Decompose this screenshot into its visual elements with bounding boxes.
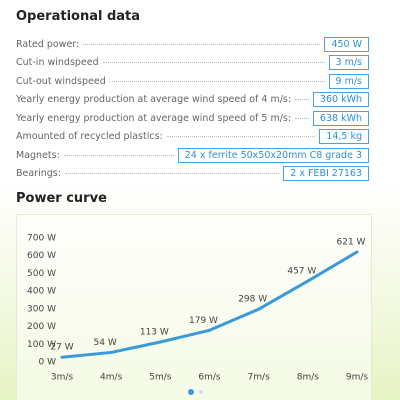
row-value: 450 W bbox=[324, 36, 369, 52]
row-label: Yearly energy production at average wind… bbox=[16, 93, 292, 105]
row-value: 2 x FEBI 27163 bbox=[283, 165, 369, 181]
data-label: 179 W bbox=[189, 316, 218, 326]
chart-panel bbox=[16, 214, 372, 400]
leader-dots bbox=[166, 135, 316, 137]
data-row: Amounted of recycled plastics: 14,5 kg bbox=[16, 128, 369, 144]
data-point bbox=[158, 340, 162, 344]
leader-dots bbox=[102, 61, 325, 63]
row-label: Cut-in windspeed bbox=[16, 56, 99, 68]
row-label: Bearings: bbox=[16, 167, 61, 179]
row-value: 9 m/s bbox=[328, 73, 369, 89]
data-point bbox=[109, 350, 113, 354]
section-title: Power curve bbox=[16, 191, 107, 206]
y-tick-label: 100 W bbox=[27, 340, 56, 350]
row-value: 14,5 kg bbox=[319, 128, 369, 144]
x-tick-label: 7m/s bbox=[248, 373, 271, 383]
leader-dots bbox=[63, 154, 174, 156]
data-point bbox=[306, 279, 310, 283]
leader-dots bbox=[295, 117, 309, 119]
leader-dots bbox=[109, 80, 325, 82]
y-tick-label: 700 W bbox=[27, 234, 56, 244]
row-label: Yearly energy production at average wind… bbox=[16, 112, 292, 124]
data-row: Cut-out windspeed 9 m/s bbox=[16, 73, 369, 89]
x-tick-label: 6m/s bbox=[198, 373, 221, 383]
row-value: 3 m/s bbox=[328, 54, 369, 70]
y-tick-label: 300 W bbox=[27, 304, 56, 314]
leader-dots bbox=[64, 172, 280, 174]
row-value: 638 kWh bbox=[312, 110, 369, 126]
x-tick-label: 8m/s bbox=[297, 373, 320, 383]
data-row: Magnets: 24 x ferrite 50x50x20mm C8 grade… bbox=[16, 147, 369, 163]
data-label: 113 W bbox=[140, 327, 169, 337]
y-tick-label: 0 W bbox=[39, 358, 57, 368]
data-label: 457 W bbox=[287, 267, 316, 277]
pager-dot-active[interactable] bbox=[188, 389, 194, 395]
y-tick-label: 500 W bbox=[27, 269, 56, 279]
data-point bbox=[60, 355, 64, 359]
row-label: Magnets: bbox=[16, 149, 60, 161]
data-label: 621 W bbox=[337, 237, 366, 247]
x-tick-label: 5m/s bbox=[149, 373, 172, 383]
data-row: Rated power: 450 W bbox=[16, 36, 369, 52]
data-row: Yearly energy production at average wind… bbox=[16, 110, 369, 126]
y-tick-label: 400 W bbox=[27, 287, 56, 297]
data-row: Bearings: 2 x FEBI 27163 bbox=[16, 165, 369, 181]
leader-dots bbox=[83, 43, 321, 45]
pager-dot[interactable] bbox=[199, 390, 203, 394]
leader-dots bbox=[295, 98, 309, 100]
row-label: Amounted of recycled plastics: bbox=[16, 130, 163, 142]
y-tick-label: 200 W bbox=[27, 322, 56, 332]
row-label: Rated power: bbox=[16, 38, 80, 50]
row-value: 360 kWh bbox=[312, 91, 369, 107]
data-label: 298 W bbox=[238, 295, 267, 305]
data-label: 27 W bbox=[50, 343, 73, 353]
x-tick-label: 9m/s bbox=[346, 373, 369, 383]
y-tick-label: 600 W bbox=[27, 251, 56, 261]
data-point bbox=[208, 328, 211, 332]
x-tick-label: 3m/s bbox=[51, 373, 74, 383]
section-title: Operational data bbox=[16, 9, 141, 24]
data-point bbox=[257, 307, 261, 311]
row-value: 24 x ferrite 50x50x20mm C8 grade 3 bbox=[177, 147, 369, 163]
row-label: Cut-out windspeed bbox=[16, 75, 106, 87]
data-label: 54 W bbox=[94, 338, 117, 348]
x-tick-label: 4m/s bbox=[100, 373, 123, 383]
data-row: Yearly energy production at average wind… bbox=[16, 91, 369, 107]
data-row: Cut-in windspeed 3 m/s bbox=[16, 54, 369, 70]
data-point bbox=[355, 250, 359, 254]
